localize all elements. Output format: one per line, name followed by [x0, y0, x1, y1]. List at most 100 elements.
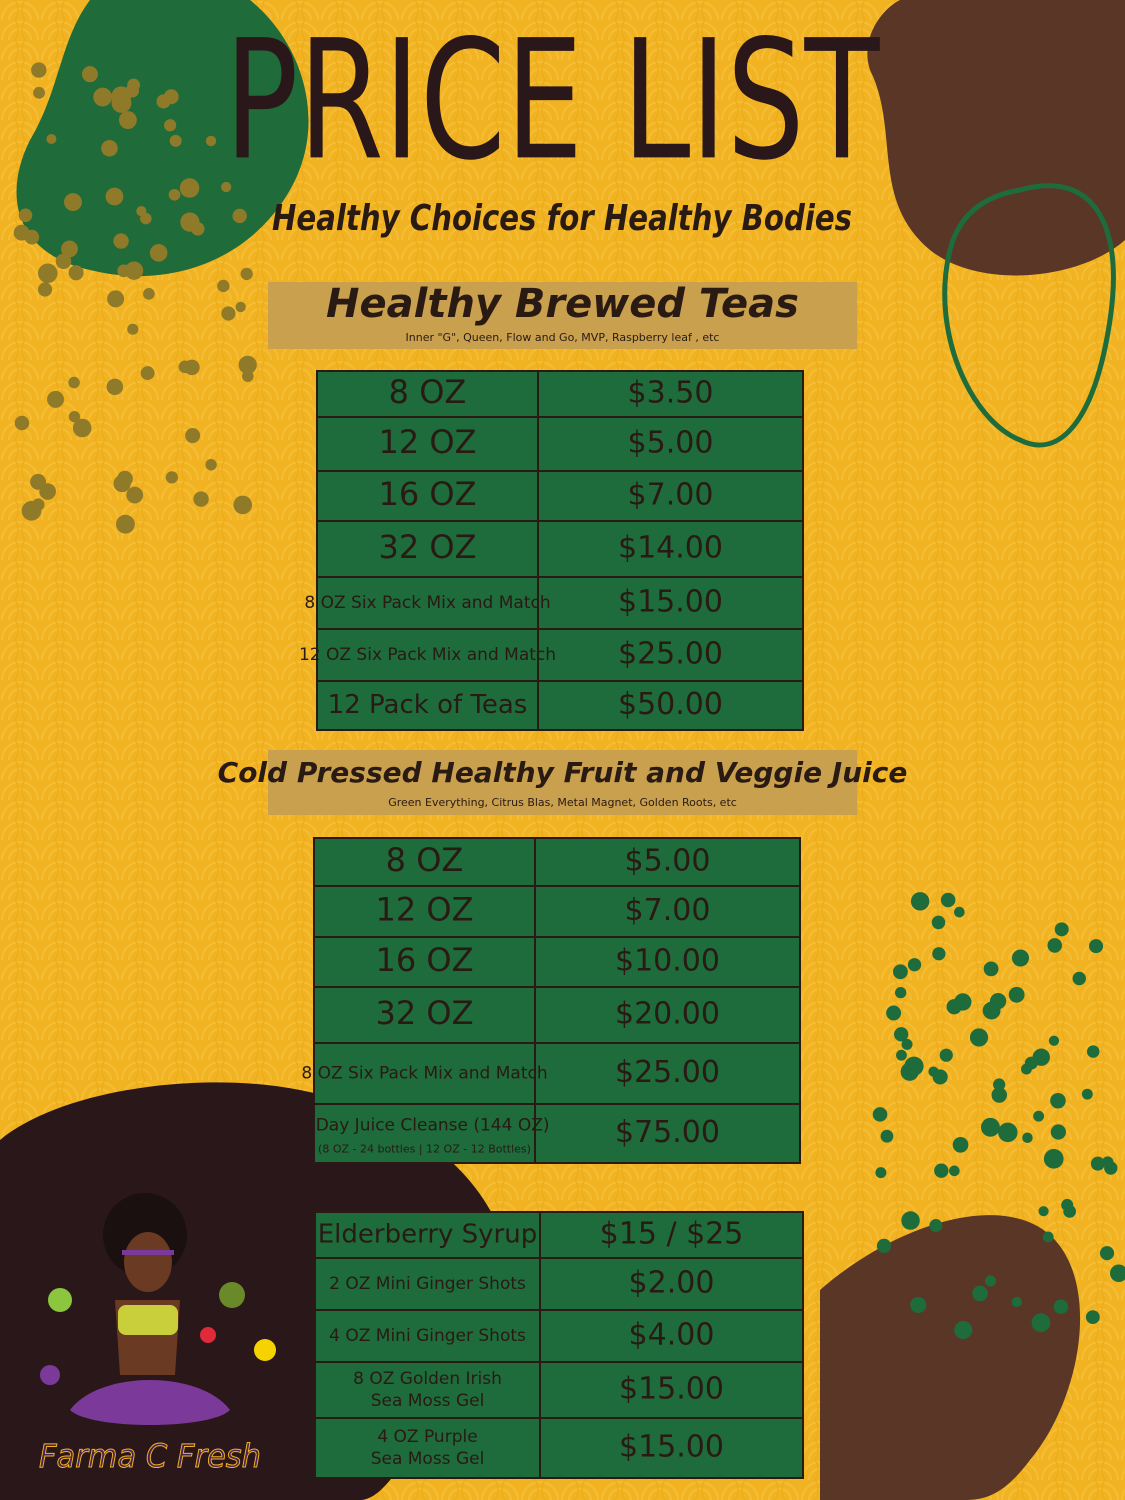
dot	[1048, 1035, 1060, 1046]
dot	[61, 240, 78, 258]
item-cell	[313, 837, 536, 887]
dot	[1050, 1124, 1066, 1140]
dot	[1054, 922, 1069, 937]
fruit	[219, 1282, 245, 1308]
face	[124, 1232, 172, 1292]
dot	[117, 264, 130, 278]
dot	[68, 265, 84, 281]
price: $7.00	[625, 893, 711, 928]
dot	[910, 892, 930, 911]
item-name: 8 OZ Six Pack Mix and Match	[301, 1064, 547, 1084]
dot	[140, 366, 155, 381]
dot	[980, 1117, 1000, 1137]
dot	[901, 1211, 920, 1230]
item-name: 16 OZ	[379, 475, 477, 513]
section-banner	[268, 282, 857, 349]
price: $4.00	[629, 1318, 715, 1353]
price-cell	[537, 370, 804, 418]
dot	[217, 279, 230, 293]
price: $2.00	[629, 1266, 715, 1301]
item-name: 32 OZ	[376, 994, 474, 1032]
dot	[47, 390, 65, 408]
price-cell	[539, 1257, 804, 1311]
dot	[193, 491, 209, 507]
price-cell	[539, 1211, 804, 1259]
dot	[1008, 986, 1025, 1003]
dot	[113, 474, 131, 493]
title: PRICE LIST	[225, 4, 881, 196]
item-name: 32 OZ	[379, 528, 477, 566]
item-name: 8 OZ	[389, 373, 467, 411]
item-cell	[316, 628, 539, 682]
dot	[1033, 1110, 1045, 1122]
item-name: 12 Pack of Teas	[328, 690, 528, 720]
dot	[235, 301, 246, 313]
item-name: 4 OZ Mini Ginger Shots	[329, 1326, 526, 1346]
price: $25.00	[618, 637, 723, 672]
price-cell	[537, 576, 804, 630]
dot	[904, 1056, 924, 1076]
price: $5.00	[628, 426, 714, 461]
dot	[24, 229, 40, 245]
dot	[164, 119, 177, 132]
item-cell	[314, 1257, 541, 1311]
dot	[169, 134, 182, 147]
dot	[886, 1005, 902, 1021]
dot	[875, 1167, 887, 1179]
dot	[872, 1107, 888, 1122]
dot	[55, 253, 72, 269]
price: $3.50	[628, 376, 714, 411]
dot	[940, 892, 956, 908]
dot	[124, 261, 144, 280]
price-cell	[534, 837, 801, 887]
dot	[1053, 1299, 1069, 1315]
dot	[907, 958, 922, 972]
dot	[982, 1001, 1001, 1020]
dot	[1011, 1296, 1022, 1308]
dot	[952, 1136, 969, 1153]
item-name: Elderberry Syrup	[318, 1220, 537, 1250]
dot	[949, 1165, 960, 1177]
dot	[1022, 1132, 1033, 1144]
dot	[111, 86, 132, 107]
dot	[894, 986, 907, 999]
fruit	[200, 1327, 216, 1343]
dots	[13, 62, 1125, 1340]
dot	[1061, 1198, 1074, 1211]
dot	[954, 1320, 973, 1340]
headband	[122, 1250, 174, 1255]
price-cell	[537, 416, 804, 472]
price: $50.00	[618, 687, 723, 722]
brown-blob	[867, 0, 1125, 276]
dot	[238, 355, 257, 375]
item-cell	[316, 470, 539, 522]
price: $7.00	[628, 478, 714, 513]
dot	[205, 459, 217, 471]
dot	[116, 514, 135, 534]
dot	[1043, 1149, 1064, 1169]
dot	[178, 360, 192, 374]
dot	[1081, 1088, 1093, 1100]
dot	[205, 135, 217, 147]
item-name: 4 OZ Purple Sea Moss Gel	[371, 1427, 485, 1469]
dot	[64, 193, 82, 212]
price: $25.00	[615, 1055, 720, 1090]
dot	[93, 87, 113, 107]
dot	[31, 62, 47, 78]
item-cell	[316, 576, 539, 630]
dot	[928, 1066, 939, 1077]
dot	[1072, 971, 1086, 986]
dot	[932, 947, 946, 961]
dot	[242, 370, 254, 383]
dot	[149, 244, 168, 262]
item-detail: (8 OZ - 24 bottles | 12 OZ - 12 Bottles)	[318, 1143, 531, 1156]
dot	[939, 1048, 953, 1062]
dot	[934, 1163, 949, 1178]
dot	[910, 1296, 927, 1314]
dot	[46, 133, 57, 145]
item-name: 12 OZ Six Pack Mix and Match	[299, 645, 556, 665]
item-cell	[313, 986, 536, 1044]
section-heading: Cold Pressed Healthy Fruit and Veggie Ju…	[218, 756, 908, 789]
dot	[983, 961, 999, 977]
